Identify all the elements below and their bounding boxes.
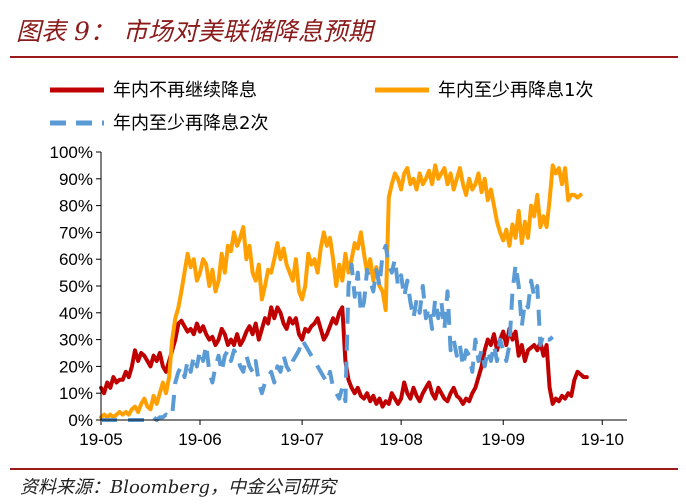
title-divider xyxy=(10,56,678,58)
series-line-1 xyxy=(99,305,589,409)
y-tick-label: 40% xyxy=(59,304,93,323)
series-layer xyxy=(99,163,589,422)
figure-source: 资料来源：Bloomberg，中金公司研究 xyxy=(20,477,337,498)
legend-label-2: 年内至少再降息1次 xyxy=(438,80,593,101)
y-tick-label: 30% xyxy=(59,331,93,350)
x-axis: 19-05 19-06 19-07 19-08 19-09 19-10 xyxy=(79,420,624,449)
series-line-2 xyxy=(99,163,583,420)
figure-title: 图表 9： 市场对美联储降息预期 xyxy=(16,17,373,46)
y-tick-label: 10% xyxy=(59,384,93,403)
x-tick-label: 19-08 xyxy=(379,430,422,449)
y-tick-label: 90% xyxy=(59,170,93,189)
y-tick-label: 100% xyxy=(50,143,93,162)
y-axis: 0% 10% 20% 30% 40% 50% 60% 70% 80% 90% 100% xyxy=(50,143,101,430)
y-tick-label: 70% xyxy=(59,223,93,242)
y-tick-label: 0% xyxy=(68,411,93,430)
y-tick-label: 80% xyxy=(59,197,93,216)
legend-label-3: 年内至少再降息2次 xyxy=(113,113,268,134)
legend-label-1: 年内不再继续降息 xyxy=(113,80,257,101)
x-tick-label: 19-10 xyxy=(581,430,624,449)
x-tick-label: 19-05 xyxy=(79,430,122,449)
x-tick-label: 19-09 xyxy=(481,430,524,449)
y-tick-label: 60% xyxy=(59,250,93,269)
x-tick-label: 19-07 xyxy=(280,430,323,449)
source-divider xyxy=(10,468,678,470)
x-tick-label: 19-06 xyxy=(178,430,221,449)
series-line-3 xyxy=(101,243,555,422)
y-tick-label: 20% xyxy=(59,357,93,376)
y-tick-label: 50% xyxy=(59,277,93,296)
